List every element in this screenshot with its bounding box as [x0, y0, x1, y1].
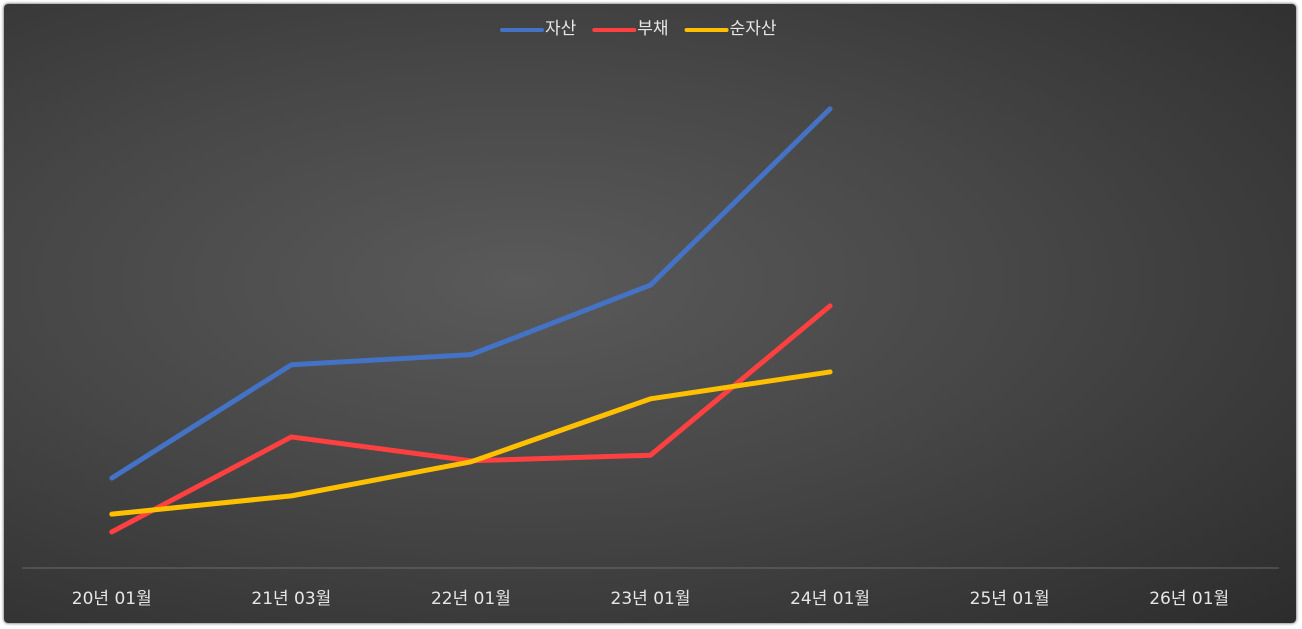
- series-line: [109, 369, 833, 517]
- series-line: [109, 106, 833, 481]
- x-tick-label: 25년 01월: [970, 589, 1050, 609]
- x-tick-label: 24년 01월: [790, 589, 870, 609]
- x-tick-label: 20년 01월: [72, 589, 152, 609]
- chart-frame: [4, 4, 1296, 623]
- legend: 자산 부채 순자산: [500, 19, 777, 39]
- x-tick-label: 22년 01월: [431, 589, 511, 609]
- series-line: [109, 303, 833, 535]
- legend-label: 자산: [545, 19, 577, 39]
- x-tick-label: 21년 03월: [251, 589, 331, 609]
- legend-label: 부채: [637, 19, 668, 39]
- legend-label: 순자산: [730, 19, 777, 39]
- x-tick-label: 26년 01월: [1149, 589, 1229, 609]
- x-tick-label: 23년 01월: [611, 589, 691, 609]
